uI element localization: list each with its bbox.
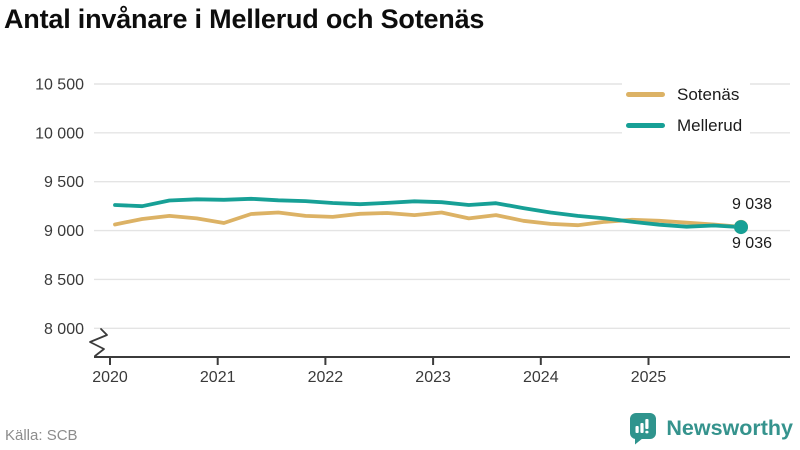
legend-label-mellerud: Mellerud — [677, 115, 743, 135]
bar-chart-speech-bubble-icon — [630, 413, 657, 445]
x-axis — [94, 356, 790, 365]
legend-item-sotenas: Sotenäs — [626, 79, 742, 110]
legend-swatch-sotenas — [626, 92, 665, 97]
axis-break-icon — [89, 328, 108, 357]
y-tick-label: 10 500 — [35, 77, 84, 94]
end-value-label-mellerud: 9 036 — [731, 235, 772, 252]
y-tick-labels: 10 500 10 000 9 500 9 000 8 500 8 000 — [35, 77, 84, 338]
x-tick-label: 2023 — [415, 369, 451, 386]
y-tick-label: 10 000 — [35, 125, 84, 142]
legend-item-mellerud: Mellerud — [626, 110, 742, 141]
y-tick-label: 8 000 — [44, 321, 84, 338]
source-note: Källa: SCB — [5, 427, 78, 444]
x-tick-labels: 2020 2021 2022 2023 2024 2025 — [92, 369, 666, 386]
end-point-dots — [734, 219, 748, 235]
brand-name: Newsworthy — [666, 416, 793, 440]
newsworthy-logo[interactable]: Newsworthy — [628, 412, 793, 445]
line-sotenäs — [113, 210, 743, 229]
series-lines — [113, 196, 743, 230]
line-mellerud — [113, 196, 743, 230]
legend: Sotenäs Mellerud — [622, 77, 751, 143]
end-value-label-sotenas: 9 038 — [731, 196, 772, 213]
x-tick-label: 2020 — [92, 369, 128, 386]
end-dot-mellerud — [734, 220, 748, 235]
x-tick-label: 2021 — [200, 369, 236, 386]
gridlines — [94, 83, 790, 329]
y-tick-label: 9 500 — [44, 174, 84, 191]
y-tick-label: 9 000 — [44, 223, 84, 240]
legend-swatch-mellerud — [626, 123, 665, 128]
y-tick-label: 8 500 — [44, 272, 84, 289]
x-tick-label: 2025 — [631, 369, 667, 386]
page-title: Antal invånare i Mellerud och Sotenäs — [4, 4, 485, 34]
x-tick-label: 2022 — [308, 369, 344, 386]
legend-label-sotenas: Sotenäs — [677, 84, 740, 104]
x-tick-label: 2024 — [523, 369, 559, 386]
